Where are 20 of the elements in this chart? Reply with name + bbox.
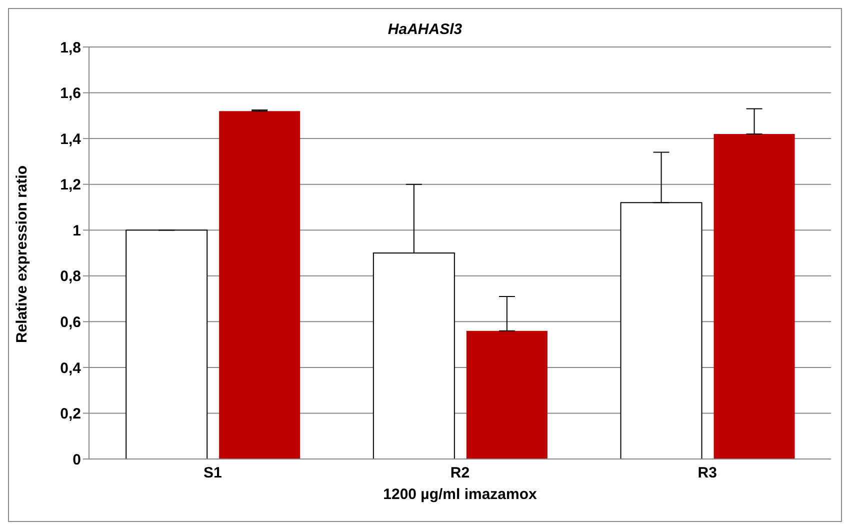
y-tick-label: 0,6 <box>60 314 81 331</box>
y-tick-label: 1 <box>72 222 81 240</box>
bar <box>714 134 795 459</box>
bar <box>219 111 300 459</box>
bar <box>466 330 548 459</box>
y-tick-label: 1,2 <box>60 176 81 194</box>
y-tick-label: 0,2 <box>60 406 81 423</box>
x-axis-title: 1200 µg/ml imazamox <box>383 486 538 503</box>
x-tick-label: R2 <box>450 464 470 482</box>
bar <box>126 230 208 459</box>
y-axis-title: Relative expression ratio <box>13 165 30 343</box>
x-tick-label: S1 <box>203 464 222 482</box>
y-tick-label: 0,8 <box>60 268 81 286</box>
x-tick-label: R3 <box>698 464 717 482</box>
y-tick-label: 0 <box>72 451 81 468</box>
y-tick-label: 1,6 <box>60 85 81 102</box>
chart-title: HaAHASl3 <box>386 21 464 38</box>
y-tick-label: 1,4 <box>60 130 82 148</box>
y-tick-label: 1,8 <box>60 39 81 56</box>
y-tick-label: 0,4 <box>60 360 82 377</box>
